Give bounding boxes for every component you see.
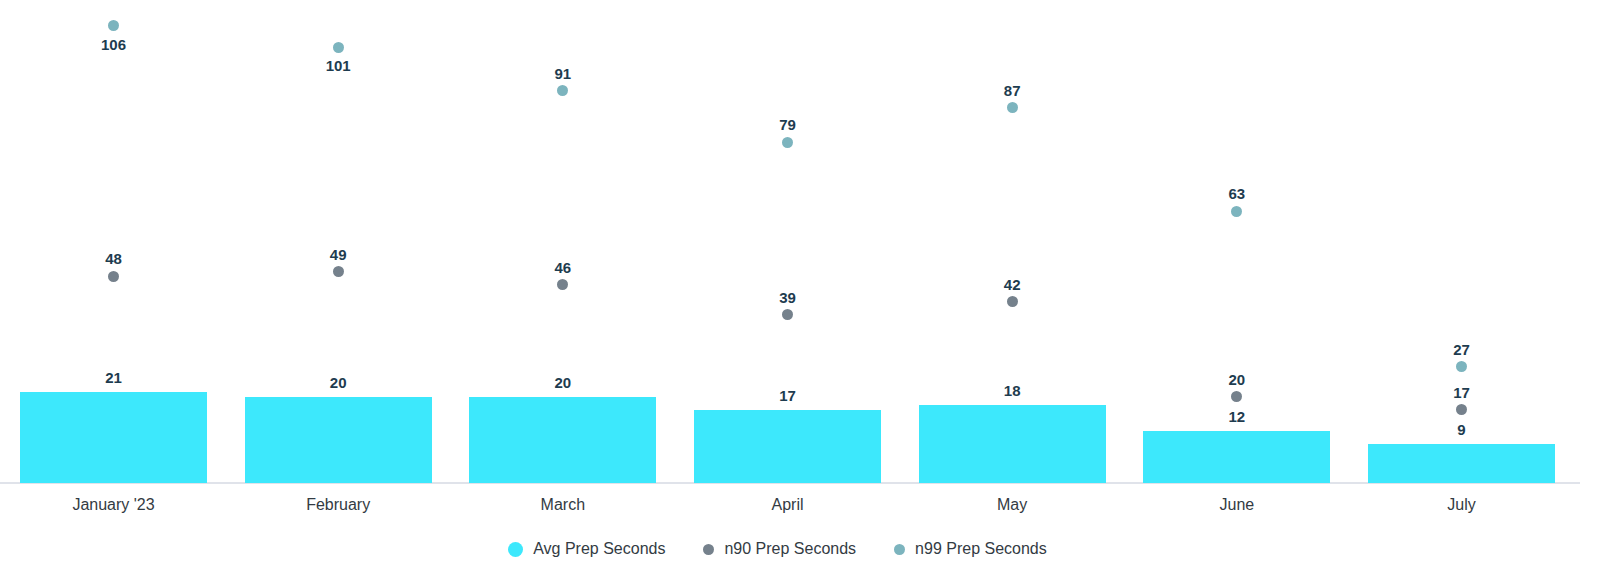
n90-dot-january-23[interactable] xyxy=(108,271,119,282)
n90-dot-april[interactable] xyxy=(782,309,793,320)
x-axis-label-january-23: January '23 xyxy=(72,495,154,515)
n90-value-label-january-23: 48 xyxy=(105,250,122,268)
bar-value-label-may: 18 xyxy=(1004,382,1021,400)
legend-item-n99-prep-seconds[interactable]: n99 Prep Seconds xyxy=(894,540,1047,558)
avg-prep-seconds-swatch-icon xyxy=(508,542,523,557)
n99-value-label-july: 27 xyxy=(1453,341,1470,359)
x-axis-label-may: May xyxy=(997,495,1027,515)
n99-dot-february[interactable] xyxy=(333,42,344,53)
n90-value-label-may: 42 xyxy=(1004,276,1021,294)
bar-value-label-june: 12 xyxy=(1228,408,1245,426)
prep-seconds-chart: 21 48 106 January '23 20 49 101 February 20 46 91 M… xyxy=(0,0,1600,581)
n90-value-label-july: 17 xyxy=(1453,384,1470,402)
bar-value-label-march: 20 xyxy=(554,374,571,392)
legend-label-n99: n99 Prep Seconds xyxy=(915,540,1047,558)
bar-value-label-july: 9 xyxy=(1457,421,1465,439)
n90-value-label-march: 46 xyxy=(554,259,571,277)
x-axis-label-july: July xyxy=(1447,495,1475,515)
n99-dot-april[interactable] xyxy=(782,137,793,148)
n90-value-label-february: 49 xyxy=(330,246,347,264)
n90-dot-june[interactable] xyxy=(1231,391,1242,402)
legend-label-avg: Avg Prep Seconds xyxy=(533,540,665,558)
n90-value-label-april: 39 xyxy=(779,289,796,307)
n99-dot-january-23[interactable] xyxy=(108,20,119,31)
bar-july[interactable] xyxy=(1368,444,1555,483)
legend: Avg Prep Seconds n90 Prep Seconds n99 Pr… xyxy=(0,540,1555,558)
plot-area: 21 48 106 January '23 20 49 101 February 20 46 91 M… xyxy=(0,0,1600,581)
bar-april[interactable] xyxy=(694,410,881,483)
n90-dot-july[interactable] xyxy=(1456,404,1467,415)
n99-prep-seconds-swatch-icon xyxy=(894,544,905,555)
x-axis-label-march: March xyxy=(541,495,585,515)
n99-dot-june[interactable] xyxy=(1231,206,1242,217)
n99-value-label-march: 91 xyxy=(554,65,571,83)
legend-label-n90: n90 Prep Seconds xyxy=(724,540,856,558)
n99-value-label-january-23: 106 xyxy=(101,36,126,54)
n99-value-label-june: 63 xyxy=(1228,185,1245,203)
bar-march[interactable] xyxy=(469,397,656,483)
legend-item-n90-prep-seconds[interactable]: n90 Prep Seconds xyxy=(703,540,856,558)
n90-dot-march[interactable] xyxy=(557,279,568,290)
n99-value-label-may: 87 xyxy=(1004,82,1021,100)
n90-value-label-june: 20 xyxy=(1228,371,1245,389)
bar-value-label-february: 20 xyxy=(330,374,347,392)
n99-value-label-february: 101 xyxy=(326,57,351,75)
n99-dot-may[interactable] xyxy=(1007,102,1018,113)
x-axis-label-february: February xyxy=(306,495,370,515)
bar-june[interactable] xyxy=(1143,431,1330,483)
n90-dot-february[interactable] xyxy=(333,266,344,277)
legend-item-avg-prep-seconds[interactable]: Avg Prep Seconds xyxy=(508,540,665,558)
n90-prep-seconds-swatch-icon xyxy=(703,544,714,555)
bar-may[interactable] xyxy=(919,405,1106,483)
x-axis-label-april: April xyxy=(771,495,803,515)
n99-dot-july[interactable] xyxy=(1456,361,1467,372)
bar-february[interactable] xyxy=(245,397,432,483)
bar-january-23[interactable] xyxy=(20,392,207,483)
bar-value-label-january-23: 21 xyxy=(105,369,122,387)
n99-value-label-april: 79 xyxy=(779,116,796,134)
n90-dot-may[interactable] xyxy=(1007,296,1018,307)
n99-dot-march[interactable] xyxy=(557,85,568,96)
x-axis-label-june: June xyxy=(1219,495,1254,515)
bar-value-label-april: 17 xyxy=(779,387,796,405)
